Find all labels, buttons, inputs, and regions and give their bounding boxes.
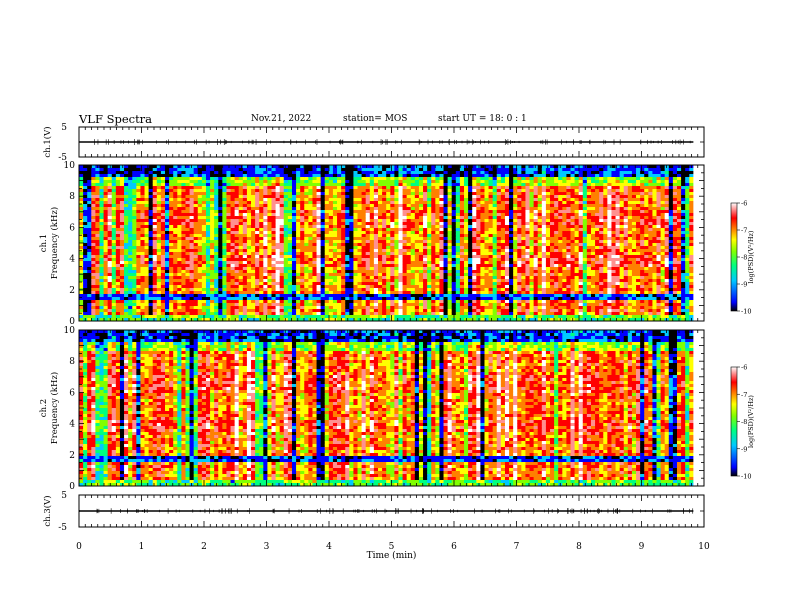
ch1-spec-colorbar-tick-label: -7 — [741, 227, 747, 235]
ch1-wave-spikes — [94, 139, 691, 145]
ch1-wave-x-ticks — [78, 127, 705, 157]
ch1-spec-x-ticks — [78, 165, 705, 321]
ch2-spec-colorbar-tick-label: -7 — [741, 391, 747, 399]
ch2-spectrogram-image — [79, 330, 704, 487]
page-title: VLF Spectra — [79, 112, 153, 126]
x-tick-label: 5 — [389, 542, 395, 552]
ch2-spec-colorbar — [730, 366, 738, 477]
ch1-spectrogram-image — [79, 165, 704, 322]
ch1-spec-colorbar — [730, 202, 738, 312]
x-tick-label: 10 — [698, 542, 710, 552]
ch1-spec-colorbar-label: log(PSD)(V²/Hz) — [747, 230, 755, 283]
x-axis-label: Time (min) — [367, 550, 417, 561]
ch3-wave-ylabel: ch.3(V) — [42, 495, 53, 526]
station-label: station= MOS — [343, 114, 408, 124]
ch1-spec-y-tick-label: 10 — [64, 161, 76, 171]
x-tick-label: 6 — [451, 542, 457, 552]
ch1-spec-y-tick-label: 6 — [69, 223, 75, 233]
ch3-wave-x-ticks — [78, 495, 705, 527]
x-tick-label: 0 — [76, 542, 82, 552]
ch1-spec-y-tick-label: 8 — [69, 192, 75, 202]
ch2-spec-y-tick-label: 6 — [69, 388, 75, 398]
x-tick-label: 1 — [139, 542, 145, 552]
ch3-wave-spikes — [79, 508, 694, 514]
ch1-spec-y-ticks — [79, 164, 704, 322]
ch2-spec-y-ticks — [79, 329, 704, 487]
start-ut-label: start UT = 18: 0 : 1 — [438, 114, 527, 124]
ch2-spec-ylabel: Frequency (kHz) — [49, 372, 60, 444]
x-tick-label: 8 — [576, 542, 582, 552]
ch1-spec-y-tick-label: 4 — [69, 255, 75, 265]
ch1-spec-colorbar-tick-label: -9 — [741, 281, 747, 289]
ch1-spec-y-tick-label: 0 — [69, 317, 75, 327]
ch2-spec-y-tick-label: 0 — [69, 482, 75, 492]
ch2-spec-colorbar-tick-label: -10 — [741, 473, 751, 481]
ch1-spec-y-tick-label: 2 — [69, 286, 75, 296]
x-tick-label: 9 — [639, 542, 645, 552]
ch1-wave-y-ticks — [79, 126, 704, 158]
ch2-spec-colorbar-label: log(PSD)(V²/Hz) — [747, 395, 755, 448]
x-tick-label: 4 — [326, 542, 332, 552]
ch1-wave-y-tick-label: -5 — [58, 153, 67, 163]
date-label: Nov.21, 2022 — [251, 114, 312, 124]
ch2-spec-colorbar-tick-label: -9 — [741, 445, 747, 453]
ch2-spec-y-tick-label: 10 — [64, 326, 76, 336]
ch2-spec-y-tick-label: 2 — [69, 451, 75, 461]
ch1-wave-y-tick-label: 5 — [61, 123, 67, 133]
ch2-spec-y-tick-label: 8 — [69, 357, 75, 367]
ch3-wave-y-tick-label: -5 — [58, 523, 67, 533]
ch2-spec-y-tick-label: 4 — [69, 420, 75, 430]
ch1-spec-colorbar-tick-label: -8 — [741, 254, 747, 262]
ch1-spec-colorbar-tick-label: -10 — [741, 308, 751, 316]
ch2-spec-colorbar-tick-label: -8 — [741, 418, 747, 426]
ch2-spec-x-ticks — [78, 330, 705, 486]
ch1-spec-ylabel-channel: ch.1 — [39, 234, 49, 252]
ch1-wave-ylabel: ch.1(V) — [42, 126, 53, 157]
ch2-spec-colorbar-tick-label: -6 — [741, 364, 747, 372]
x-tick-label: 3 — [264, 542, 270, 552]
ch3-wave-y-ticks — [79, 494, 704, 528]
x-tick-label: 7 — [514, 542, 520, 552]
x-tick-label: 2 — [201, 542, 207, 552]
ch1-spec-colorbar-tick-label: -6 — [741, 200, 747, 208]
ch2-spec-ylabel-channel: ch.2 — [39, 399, 49, 417]
ch3-wave-y-tick-label: 5 — [61, 491, 67, 501]
ch1-spec-ylabel: Frequency (kHz) — [49, 207, 60, 279]
